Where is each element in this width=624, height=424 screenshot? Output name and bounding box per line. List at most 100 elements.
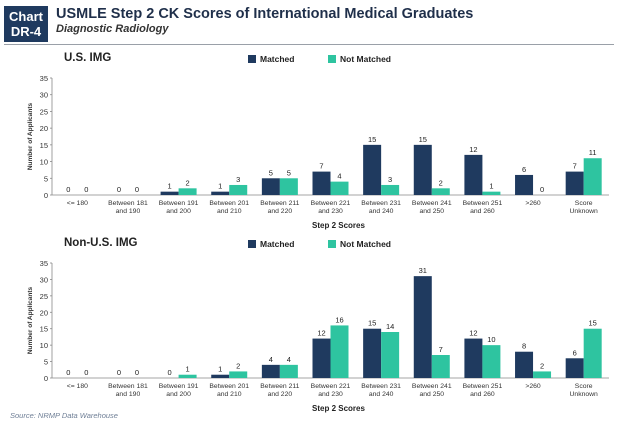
x-tick-label: Between 211 bbox=[260, 200, 299, 207]
data-label: 0 bbox=[84, 185, 88, 194]
bar-matched bbox=[464, 154, 483, 195]
data-label: 7 bbox=[319, 162, 323, 171]
data-label: 10 bbox=[487, 335, 495, 344]
bar-not-matched bbox=[583, 158, 602, 195]
x-tick-label: <= 180 bbox=[67, 383, 88, 390]
bar-matched bbox=[515, 174, 534, 195]
data-label: 4 bbox=[287, 355, 291, 364]
bar-matched bbox=[160, 191, 179, 195]
x-tick-label: Between 211 bbox=[260, 383, 299, 390]
x-tick-label: and 260 bbox=[470, 208, 495, 215]
data-label: 2 bbox=[186, 178, 190, 187]
x-tick-label: Between 181 bbox=[108, 383, 148, 390]
y-tick-label: 10 bbox=[40, 158, 48, 167]
x-tick-label: Between 201 bbox=[209, 383, 249, 390]
x-tick-label: and 210 bbox=[217, 391, 242, 398]
legend-label-0: Matched bbox=[260, 239, 294, 249]
x-tick-label: >260 bbox=[525, 383, 541, 390]
data-label: 8 bbox=[522, 342, 526, 351]
bar-matched bbox=[211, 191, 230, 195]
bar-not-matched bbox=[431, 355, 450, 378]
x-tick-label: and 190 bbox=[116, 208, 141, 215]
data-label: 0 bbox=[135, 185, 139, 194]
x-tick-label: and 200 bbox=[166, 391, 191, 398]
page-subtitle: Diagnostic Radiology bbox=[56, 23, 169, 35]
x-tick-label: Unknown bbox=[570, 208, 599, 215]
bar-matched bbox=[515, 351, 534, 378]
page-title: USMLE Step 2 CK Scores of International … bbox=[56, 6, 474, 22]
data-label: 15 bbox=[589, 319, 597, 328]
x-tick-label: and 200 bbox=[166, 208, 191, 215]
x-tick-label: Between 221 bbox=[311, 383, 351, 390]
data-label: 1 bbox=[218, 182, 222, 191]
legend-swatch-1 bbox=[328, 240, 336, 248]
y-tick-label: 5 bbox=[44, 358, 48, 367]
source-note: Source: NRMP Data Warehouse bbox=[10, 411, 118, 420]
data-label: 4 bbox=[269, 355, 273, 364]
bar-matched bbox=[312, 171, 331, 195]
x-tick-label: Unknown bbox=[570, 391, 599, 398]
bar-not-matched bbox=[482, 345, 501, 378]
x-tick-label: and 240 bbox=[369, 208, 394, 215]
bar-not-matched bbox=[533, 371, 552, 378]
x-tick-label: >260 bbox=[525, 200, 541, 207]
x-tick-label: and 220 bbox=[268, 208, 293, 215]
badge-line-1: Chart bbox=[9, 9, 43, 24]
bar-not-matched bbox=[583, 328, 602, 378]
bar-not-matched bbox=[279, 364, 298, 378]
header-divider bbox=[4, 44, 614, 45]
bar-not-matched bbox=[330, 181, 349, 195]
legend-label-1: Not Matched bbox=[340, 54, 391, 64]
panel-title-non-us-img: Non-U.S. IMG bbox=[64, 237, 138, 249]
data-label: 31 bbox=[419, 266, 427, 275]
data-label: 3 bbox=[388, 175, 392, 184]
bar-not-matched bbox=[178, 374, 197, 378]
data-label: 15 bbox=[368, 319, 376, 328]
data-label: 1 bbox=[489, 182, 493, 191]
x-tick-label: Score bbox=[575, 200, 593, 207]
bar-matched bbox=[261, 364, 280, 378]
x-tick-label: and 210 bbox=[217, 208, 242, 215]
data-label: 2 bbox=[540, 361, 544, 370]
data-label: 1 bbox=[168, 182, 172, 191]
bar-not-matched bbox=[330, 325, 349, 378]
x-tick-label: Between 181 bbox=[108, 200, 148, 207]
data-label: 1 bbox=[186, 365, 190, 374]
data-label: 5 bbox=[287, 168, 291, 177]
x-tick-label: <= 180 bbox=[67, 200, 88, 207]
data-label: 6 bbox=[573, 348, 577, 357]
data-label: 0 bbox=[117, 368, 121, 377]
x-tick-label: and 230 bbox=[318, 391, 343, 398]
x-tick-label: and 190 bbox=[116, 391, 141, 398]
x-tick-label: Between 201 bbox=[209, 200, 249, 207]
x-tick-label: Between 231 bbox=[361, 200, 401, 207]
data-label: 2 bbox=[439, 178, 443, 187]
data-label: 2 bbox=[236, 361, 240, 370]
y-tick-label: 20 bbox=[40, 308, 48, 317]
data-label: 3 bbox=[236, 175, 240, 184]
data-label: 0 bbox=[84, 368, 88, 377]
x-tick-label: and 220 bbox=[268, 391, 293, 398]
y-tick-label: 30 bbox=[40, 275, 48, 284]
data-label: 15 bbox=[368, 135, 376, 144]
x-tick-label: Between 251 bbox=[463, 200, 503, 207]
y-tick-label: 15 bbox=[40, 325, 48, 334]
bar-matched bbox=[363, 144, 382, 195]
bar-matched bbox=[413, 144, 432, 195]
legend-swatch-0 bbox=[248, 240, 256, 248]
bar-matched bbox=[312, 338, 331, 378]
x-tick-label: Score bbox=[575, 383, 593, 390]
x-tick-label: and 250 bbox=[419, 208, 444, 215]
x-tick-label: and 250 bbox=[419, 391, 444, 398]
y-tick-label: 0 bbox=[44, 191, 48, 200]
x-axis-title: Step 2 Scores bbox=[312, 404, 365, 413]
data-label: 12 bbox=[317, 329, 325, 338]
y-axis-title: Number of Applicants bbox=[27, 102, 34, 170]
bar-not-matched bbox=[381, 332, 400, 378]
x-tick-label: Between 191 bbox=[159, 383, 199, 390]
x-tick-label: and 230 bbox=[318, 208, 343, 215]
bar-matched bbox=[413, 276, 432, 378]
x-tick-label: Between 231 bbox=[361, 383, 401, 390]
y-tick-label: 10 bbox=[40, 341, 48, 350]
legend-label-1: Not Matched bbox=[340, 239, 391, 249]
